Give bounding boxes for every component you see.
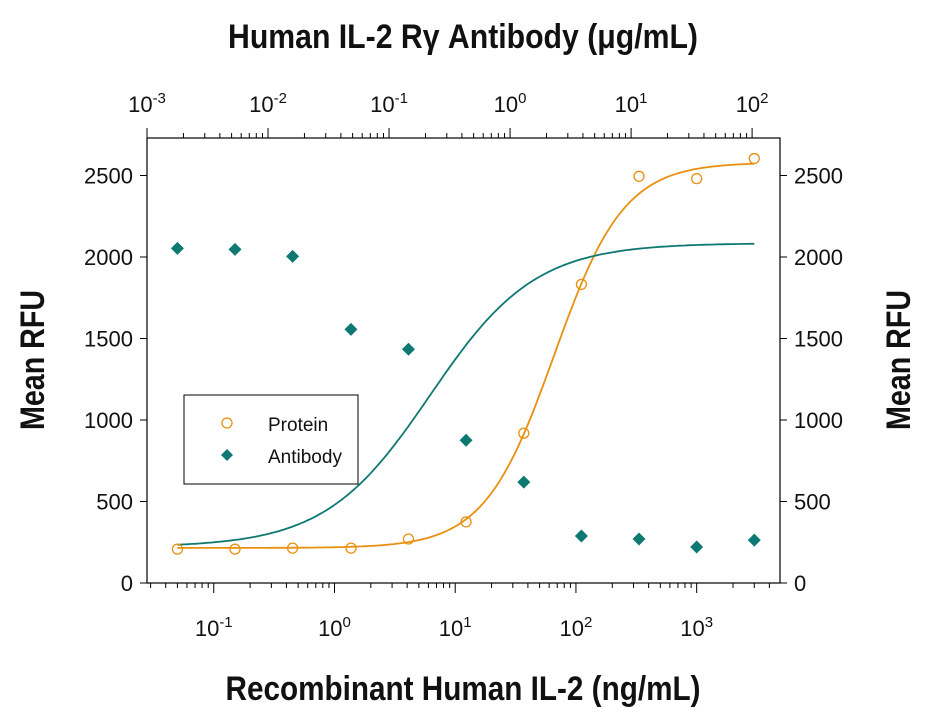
data-point-protein [345, 542, 357, 554]
y-axis-title-left: Mean RFU [14, 290, 52, 430]
legend-box [183, 394, 359, 485]
plot-area [146, 137, 781, 584]
top-x-tick-label: 10-3 [128, 90, 166, 117]
legend-antibody-label: Antibody [268, 447, 342, 468]
y-tick-label: 2500 [84, 163, 133, 188]
legend-antibody-marker [221, 449, 233, 461]
x-tick-label: 102 [560, 614, 593, 641]
data-point-antibody [632, 532, 646, 546]
legend: Protein Antibody [183, 394, 359, 485]
top-x-tick-label: 10-1 [370, 90, 408, 117]
y-tick-label: 1000 [84, 408, 133, 433]
data-point-protein [518, 427, 530, 439]
legend-protein-marker [221, 417, 233, 429]
y-tick-label: 0 [121, 571, 133, 596]
data-point-protein [171, 543, 184, 555]
fit-curve-protein [177, 162, 755, 549]
legend-protein-label: Protein [268, 415, 328, 436]
y-tick-label: 500 [96, 489, 133, 514]
x-tick-label: 10-1 [195, 614, 233, 641]
x-tick-label: 103 [680, 614, 713, 641]
y-tick-label-right: 2000 [794, 245, 843, 270]
y-axis-title-right: Mean RFU [880, 290, 918, 430]
y-tick-label: 2000 [84, 245, 133, 270]
data-point-protein [748, 152, 760, 165]
y-tick-label-right: 0 [794, 571, 806, 596]
data-point-protein [633, 170, 645, 182]
data-point-protein [460, 516, 472, 528]
data-point-antibody [517, 475, 531, 489]
data-point-antibody [690, 540, 704, 554]
y-tick-label-right: 1500 [794, 326, 843, 351]
x-tick-label: 100 [318, 614, 351, 641]
data-point-antibody [228, 242, 242, 256]
data-point-protein [691, 172, 703, 185]
top-x-tick-label: 101 [615, 90, 648, 117]
data-point-antibody [286, 249, 300, 263]
fit-curve-antibody [177, 242, 755, 546]
top-x-tick-label: 10-2 [249, 90, 287, 117]
data-point-antibody [401, 342, 415, 356]
y-tick-label-right: 500 [794, 489, 831, 514]
data-point-antibody [574, 529, 588, 543]
data-point-protein [286, 542, 299, 554]
y-tick-label: 1500 [84, 326, 133, 351]
data-point-antibody [170, 241, 184, 255]
data-point-protein [229, 543, 241, 555]
data-point-antibody [344, 322, 358, 336]
data-point-antibody [459, 433, 473, 447]
top-x-tick-label: 102 [736, 90, 769, 117]
data-point-protein [575, 278, 588, 291]
top-x-tick-label: 100 [494, 90, 527, 117]
y-tick-label-right: 1000 [794, 408, 843, 433]
data-point-antibody [747, 533, 761, 547]
top-axis-title: Human IL-2 Rγ Antibody (μg/mL) [228, 18, 698, 56]
y-tick-label-right: 2500 [794, 163, 843, 188]
x-tick-label: 101 [439, 614, 472, 641]
data-point-protein [402, 533, 415, 545]
x-axis-title: Recombinant Human IL-2 (ng/mL) [226, 670, 701, 708]
